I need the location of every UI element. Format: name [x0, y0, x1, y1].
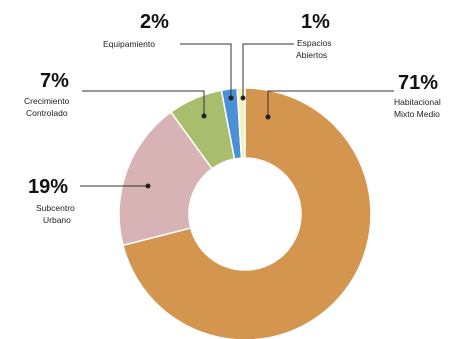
leader-dot [240, 95, 246, 101]
slice-label-equipamiento: 2% Equipamiento [103, 11, 234, 101]
donut-hole [189, 158, 301, 270]
slice-name-line: Subcentro [36, 203, 75, 213]
leader-line [180, 43, 232, 98]
slice-percent: 19% [28, 176, 68, 198]
slice-name-line: Crecimiento [24, 96, 70, 106]
slice-label-habitacional: 71% Habitacional Mixto Medio [265, 72, 441, 120]
slice-name-line: Equipamiento [103, 39, 155, 49]
slice-percent: 2% [140, 11, 169, 33]
leader-line [242, 43, 294, 98]
slice-label-crecimiento: 7% Crecimiento Controlado [24, 70, 207, 119]
leader-line [82, 90, 205, 116]
slice-label-espacios: 1% Espacios Abiertos [240, 11, 332, 101]
slice-percent: 7% [40, 70, 69, 92]
slice-label-subcentro: 19% Subcentro Urbano [28, 176, 151, 225]
leader-dot [265, 114, 271, 120]
slice-name-line: Urbano [43, 215, 71, 225]
leader-dot [201, 113, 207, 119]
leader-dot [228, 95, 234, 101]
slice-name-line: Espacios [297, 38, 332, 48]
slice-name-line: Mixto Medio [394, 109, 440, 119]
leader-dot [145, 183, 151, 189]
slice-name-line: Abiertos [296, 50, 327, 60]
slice-percent: 71% [398, 72, 438, 94]
slice-name-line: Habitacional [394, 97, 441, 107]
slice-percent: 1% [301, 11, 330, 33]
leader-line [267, 90, 394, 117]
slice-name-line: Controlado [26, 108, 68, 118]
